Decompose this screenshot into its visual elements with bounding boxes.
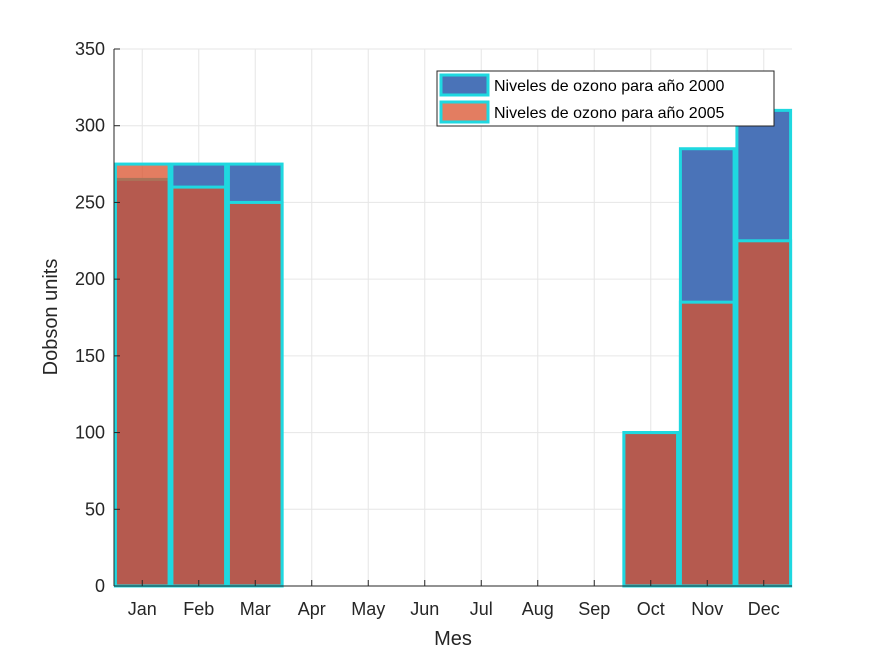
x-tick-label-dec: Dec bbox=[748, 599, 780, 619]
y-tick-label-1: 50 bbox=[85, 499, 105, 519]
x-tick-label-feb: Feb bbox=[183, 599, 214, 619]
y-tick-label-3: 150 bbox=[75, 346, 105, 366]
y-tick-label-0: 0 bbox=[95, 576, 105, 596]
y-tick-label-4: 200 bbox=[75, 269, 105, 289]
legend-label-2005: Niveles de ozono para año 2005 bbox=[494, 105, 724, 122]
bar-2005-dec bbox=[737, 241, 791, 586]
y-tick-label-2: 100 bbox=[75, 423, 105, 443]
y-tick-label-7: 350 bbox=[75, 39, 105, 59]
legend-label-2000: Niveles de ozono para año 2000 bbox=[494, 78, 724, 95]
bar-2005-jan bbox=[115, 164, 169, 586]
y-axis-label: Dobson units bbox=[40, 259, 62, 376]
x-axis-label: Mes bbox=[434, 628, 472, 650]
x-tick-label-jan: Jan bbox=[128, 599, 157, 619]
legend-swatch-2005 bbox=[441, 102, 488, 122]
y-tick-label-6: 300 bbox=[75, 116, 105, 136]
x-tick-label-nov: Nov bbox=[691, 599, 723, 619]
x-tick-label-jun: Jun bbox=[410, 599, 439, 619]
legend: Niveles de ozono para año 2000 Niveles d… bbox=[437, 71, 774, 126]
bar-2005-oct bbox=[624, 433, 678, 586]
y-tick-label-5: 250 bbox=[75, 192, 105, 212]
legend-swatch-2000 bbox=[441, 75, 488, 95]
bar-2005-feb bbox=[172, 187, 226, 586]
bar-2005-nov bbox=[680, 302, 734, 586]
x-tick-label-mar: Mar bbox=[240, 599, 271, 619]
x-tick-label-sep: Sep bbox=[578, 599, 610, 619]
x-tick-label-jul: Jul bbox=[470, 599, 493, 619]
x-tick-label-apr: Apr bbox=[298, 599, 326, 619]
x-tick-label-oct: Oct bbox=[637, 599, 665, 619]
x-tick-label-may: May bbox=[351, 599, 385, 619]
bar-2005-mar bbox=[228, 202, 282, 586]
x-tick-label-aug: Aug bbox=[522, 599, 554, 619]
